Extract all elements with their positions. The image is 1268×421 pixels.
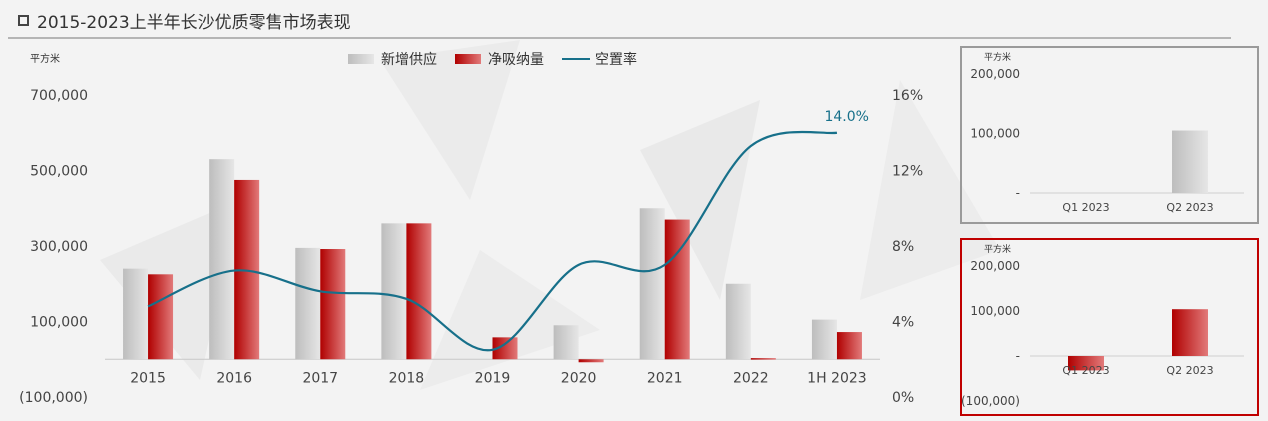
panel-x-tick-label: Q2 2023 [1166,201,1213,214]
absorption-quarterly-chart: 平方米 (100,000) - 100,000 200,000 Q1 2023 Q2 202… [961,243,1244,408]
y2-tick-label: 4% [892,315,914,331]
y2-tick-label: 0% [892,390,914,406]
page-title: 2015-2023上半年长沙优质零售市场表现 [18,8,351,33]
bar-net-absorption [148,274,174,360]
bar-net-absorption [836,332,862,360]
panel-y-tick-label: - [1016,349,1020,363]
y-tick-label: 300,000 [30,239,88,255]
legend-swatch [348,54,374,64]
x-tick-label: 2017 [302,370,338,386]
bar-net-absorption [750,358,776,360]
supply-quarterly-chart: 平方米 - 100,000 200,000 Q1 2023 Q2 2023 [970,51,1244,214]
bar-net-absorption [578,359,604,363]
x-tick-label: 2021 [647,370,683,386]
bar-new-supply [123,268,149,360]
y-tick-label: 100,000 [30,315,88,331]
y2-tick-label: 12% [892,164,923,180]
vacancy-rate-line [147,130,838,352]
y-tick-label: 700,000 [30,88,88,104]
y2-tick-label: 16% [892,88,923,104]
bar-net-absorption [406,223,432,360]
bar-new-supply [811,319,837,360]
panel-unit-label: 平方米 [984,243,1011,255]
panel-y-tick-label: (100,000) [962,394,1020,408]
panel-y-tick-label: 200,000 [970,67,1020,81]
x-tick-label: 2018 [389,370,425,386]
y2-tick-label: 8% [892,239,914,255]
x-tick-label: 2020 [561,370,597,386]
title-text: 2015-2023上半年长沙优质零售市场表现 [37,13,351,33]
title-divider [8,37,1231,39]
x-tick-label: 2015 [130,370,166,386]
bar-new-supply [209,159,235,360]
panel-y-tick-label: - [1016,186,1020,200]
bar-new-supply [553,325,579,360]
panel-x-tick-label: Q1 2023 [1062,201,1109,214]
panel-x-tick-label: Q2 2023 [1166,364,1213,377]
x-tick-label: 2016 [216,370,252,386]
y-tick-label: 500,000 [30,164,88,180]
supply-quarterly-panel: 平方米 - 100,000 200,000 Q1 2023 Q2 2023 [960,46,1259,224]
panel-bar [1068,356,1104,371]
bar-new-supply [639,208,665,360]
panel-bar [1172,130,1208,193]
panel-x-tick-label: Q1 2023 [1062,364,1109,377]
legend-label: 空置率 [595,51,637,68]
panel-y-tick-label: 200,000 [970,259,1020,273]
x-tick-label: 1H 2023 [807,370,867,386]
bar-new-supply [725,283,751,360]
panel-unit-label: 平方米 [984,51,1011,63]
panel-bar [1172,309,1208,356]
panel-y-tick-label: 100,000 [970,127,1020,141]
square-icon [18,15,29,26]
main-chart: 平方米 (100,000) 100,000 300,000 500,000 700,000… [19,51,923,406]
vacancy-annotation: 14.0% [824,109,868,125]
y-tick-label: (100,000) [19,390,88,406]
legend-label: 新增供应 [381,51,437,68]
y-unit-label: 平方米 [30,52,60,65]
legend-label: 净吸纳量 [488,52,544,68]
x-tick-label: 2019 [475,370,511,386]
panel-y-tick-label: 100,000 [970,304,1020,318]
bar-new-supply [295,247,321,360]
legend-swatch [455,54,481,64]
bar-net-absorption [320,249,346,360]
x-tick-label: 2022 [733,370,769,386]
bar-net-absorption [492,337,518,360]
absorption-quarterly-panel: 平方米 (100,000) - 100,000 200,000 Q1 2023 Q2 202… [960,238,1259,416]
bar-new-supply [381,223,407,360]
